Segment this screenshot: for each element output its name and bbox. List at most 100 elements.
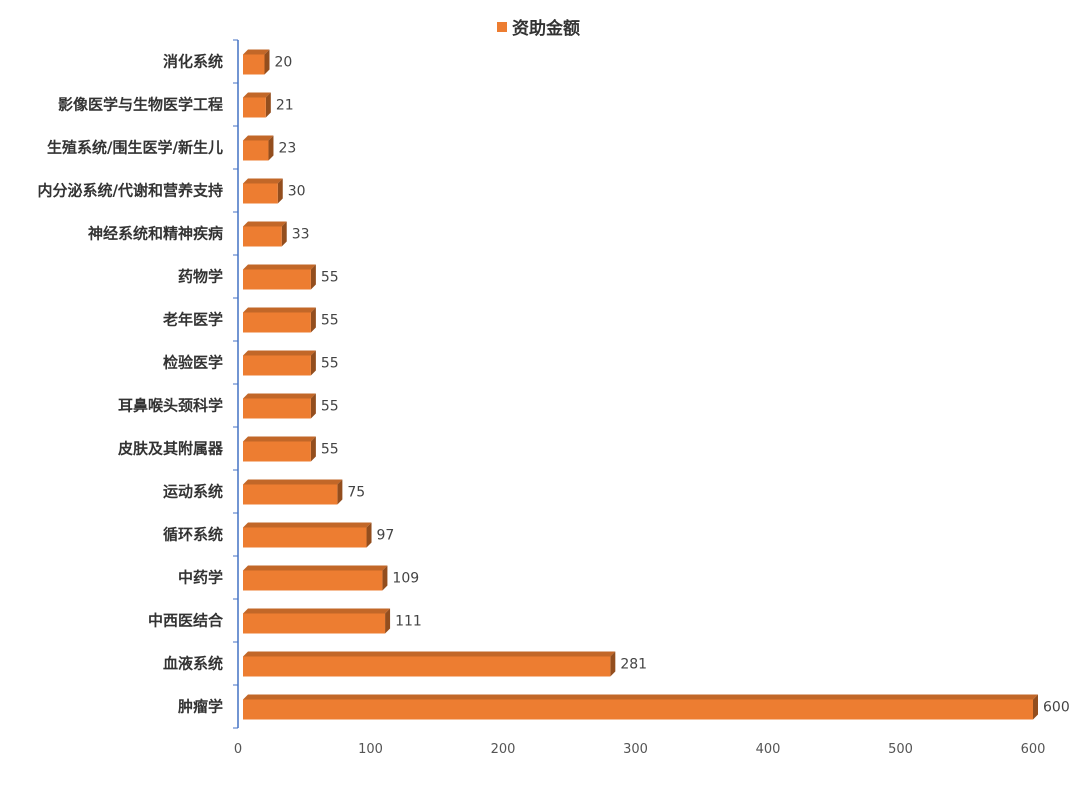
bar-front-face [243, 441, 311, 462]
x-tick-label: 400 [756, 742, 781, 757]
data-label: 97 [377, 528, 395, 544]
bar-front-face [243, 484, 338, 505]
bar [243, 350, 316, 376]
bar-front-face [243, 54, 265, 75]
category-label: 肿瘤学 [178, 698, 223, 716]
x-tick-label: 300 [623, 742, 648, 757]
bar-front-face [243, 570, 383, 591]
bar-front-face [243, 398, 311, 419]
legend-label: 资助金额 [512, 18, 580, 39]
bar-front-face [243, 527, 367, 548]
bar-side-face [281, 221, 287, 247]
bar [243, 565, 388, 591]
bar-top-face [243, 651, 616, 657]
bar [243, 522, 372, 548]
bar [243, 49, 270, 75]
category-label: 老年医学 [162, 311, 223, 329]
bars [243, 49, 1038, 720]
x-tick-label: 500 [888, 742, 913, 757]
data-label: 23 [278, 141, 296, 157]
data-label: 21 [276, 98, 294, 114]
bar-side-face [382, 565, 388, 591]
bar-side-face [265, 92, 271, 118]
bar [243, 178, 283, 204]
category-label: 运动系统 [163, 483, 223, 501]
bar-top-face [243, 565, 388, 571]
bar-top-face [243, 221, 287, 227]
bar-side-face [310, 264, 316, 290]
bar-side-face [264, 49, 270, 75]
bar-front-face [243, 312, 311, 333]
data-label: 600 [1043, 700, 1070, 716]
data-label: 20 [275, 55, 293, 71]
bar-side-face [310, 350, 316, 376]
bar-top-face [243, 178, 283, 184]
x-tick-label: 0 [234, 742, 242, 757]
category-label: 循环系统 [163, 526, 223, 544]
bar-front-face [243, 97, 266, 118]
data-label: 55 [321, 356, 339, 372]
bar-side-face [268, 135, 274, 161]
bar-side-face [366, 522, 372, 548]
bar-side-face [310, 307, 316, 333]
labels: 消化系统 20 影像医学与生物医学工程 21 生殖系统/围生医学/新生儿 23 内分泌系统/… [38, 53, 1070, 716]
data-label: 55 [321, 313, 339, 329]
bar-side-face [385, 608, 391, 634]
category-label: 皮肤及其附属器 [118, 440, 224, 458]
bar-front-face [243, 613, 386, 634]
bar [243, 135, 274, 161]
x-tick-label: 200 [491, 742, 516, 757]
data-label: 55 [321, 270, 339, 286]
bar [243, 264, 316, 290]
category-label: 中西医结合 [148, 612, 224, 630]
bar-front-face [243, 269, 311, 290]
bar-top-face [243, 135, 274, 141]
bar-top-face [243, 694, 1038, 700]
bar-top-face [243, 92, 271, 98]
bar-top-face [243, 436, 316, 442]
bar [243, 221, 287, 247]
bar-front-face [243, 140, 269, 161]
bar-side-face [310, 436, 316, 462]
x-tick-label: 100 [358, 742, 383, 757]
bar-top-face [243, 393, 316, 399]
bar-side-face [610, 651, 616, 677]
category-label: 神经系统和精神疾病 [88, 225, 223, 243]
bar [243, 92, 271, 118]
bar [243, 694, 1038, 720]
data-label: 30 [288, 184, 306, 200]
bar [243, 393, 316, 419]
category-label: 血液系统 [163, 655, 223, 673]
data-label: 33 [292, 227, 310, 243]
bar [243, 307, 316, 333]
category-label: 生殖系统/围生医学/新生儿 [47, 139, 223, 157]
axes: 0 100 200 300 400 500 600 [233, 39, 1046, 757]
bar-front-face [243, 699, 1033, 720]
bar-top-face [243, 49, 270, 55]
bar [243, 436, 316, 462]
data-label: 55 [321, 399, 339, 415]
category-label: 中药学 [178, 569, 223, 587]
bar-side-face [277, 178, 283, 204]
data-label: 281 [620, 657, 647, 673]
bar [243, 651, 616, 677]
x-tick-label: 600 [1021, 742, 1046, 757]
bar-front-face [243, 656, 611, 677]
bar-side-face [337, 479, 343, 505]
bar [243, 479, 343, 505]
bar-front-face [243, 355, 311, 376]
bar [243, 608, 391, 634]
category-label: 内分泌系统/代谢和营养支持 [38, 182, 223, 200]
bar-side-face [310, 393, 316, 419]
bar-front-face [243, 183, 278, 204]
category-label: 影像医学与生物医学工程 [58, 96, 223, 114]
bar-top-face [243, 479, 343, 485]
bar-side-face [1033, 694, 1038, 720]
bar-top-face [243, 264, 316, 270]
category-label: 检验医学 [163, 354, 223, 372]
bar-top-face [243, 350, 316, 356]
bar-top-face [243, 608, 391, 614]
bar-front-face [243, 226, 282, 247]
